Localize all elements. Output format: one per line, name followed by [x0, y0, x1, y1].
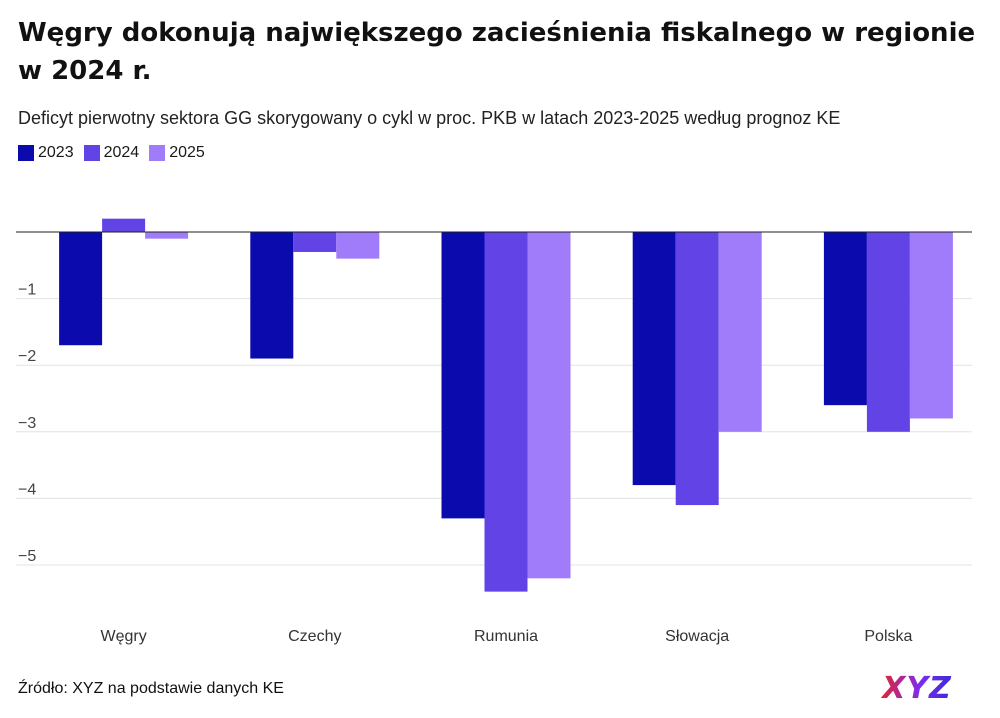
legend-item-2025: 2025	[149, 144, 205, 162]
bar	[145, 232, 189, 239]
source-note: Źródło: XYZ na podstawie danych KE	[18, 680, 284, 697]
x-tick-label: Polska	[864, 628, 912, 645]
bar	[336, 232, 380, 259]
chart-title: Węgry dokonują największego zacieśnienia…	[18, 18, 976, 86]
bar	[527, 232, 571, 579]
logo-text: XYZ	[880, 672, 952, 702]
bar	[102, 218, 146, 232]
bar	[441, 232, 485, 519]
x-tick-label: Słowacja	[665, 628, 729, 645]
bar	[718, 232, 762, 432]
bar	[675, 232, 719, 506]
chart-subtitle: Deficyt pierwotny sektora GG skorygowany…	[18, 108, 841, 128]
x-tick-label: Węgry	[100, 628, 146, 645]
x-tick-label: Rumunia	[474, 628, 538, 645]
legend-label-2025: 2025	[169, 144, 205, 161]
bar	[484, 232, 528, 592]
y-tick-label: −4	[18, 481, 36, 498]
legend-swatch-2024	[83, 145, 100, 161]
bar	[293, 232, 337, 252]
xyz-logo: XYZ	[880, 672, 952, 702]
y-tick-label: −3	[18, 415, 36, 432]
y-tick-label: −1	[18, 282, 36, 299]
bar	[59, 232, 103, 346]
legend-item-2023: 2023	[18, 144, 74, 162]
bar	[866, 232, 910, 432]
bar	[909, 232, 953, 419]
x-tick-label: Czechy	[288, 628, 341, 645]
bar	[823, 232, 867, 406]
legend-item-2024: 2024	[83, 144, 140, 162]
legend-swatch-2023	[18, 145, 34, 161]
legend-swatch-2025	[149, 145, 166, 161]
y-tick-label: −5	[18, 548, 36, 565]
bar	[632, 232, 676, 486]
legend-label-2024: 2024	[103, 144, 140, 161]
y-tick-label: −2	[18, 348, 36, 365]
legend: 2023 2024 2025	[18, 144, 205, 162]
legend-label-2023: 2023	[38, 144, 74, 161]
bar	[250, 232, 294, 359]
